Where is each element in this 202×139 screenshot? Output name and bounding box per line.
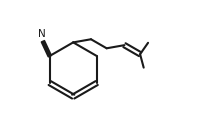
Text: N: N [38, 29, 46, 39]
